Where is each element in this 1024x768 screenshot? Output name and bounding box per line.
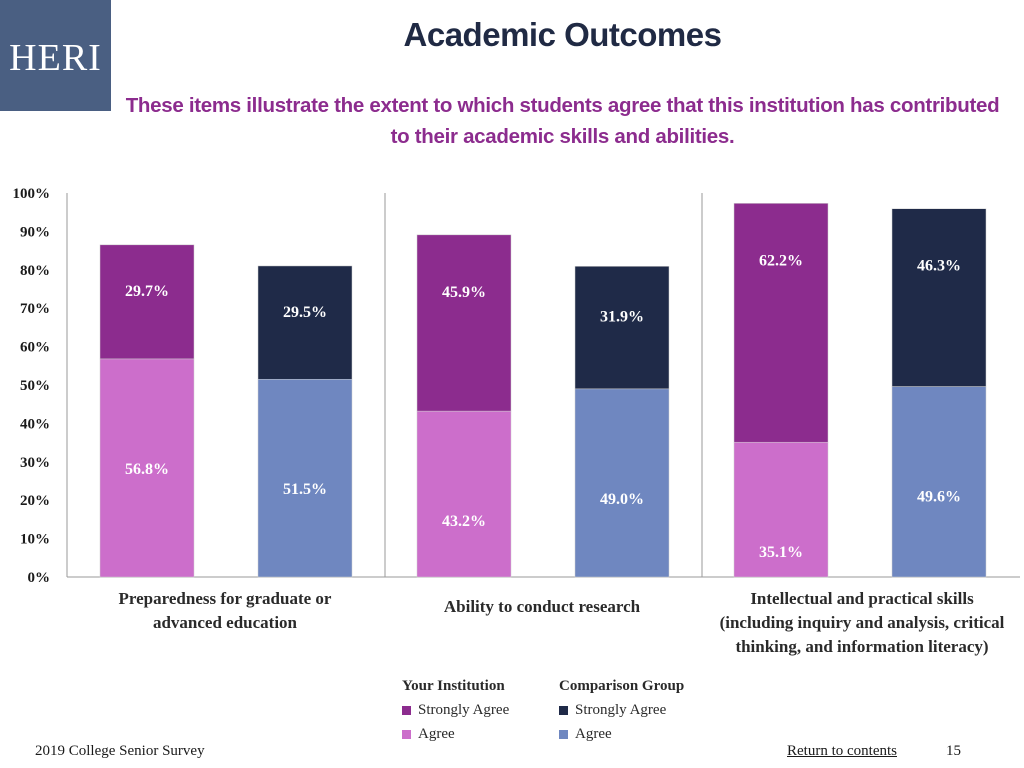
legend-swatch (559, 705, 568, 715)
bar-your-strongly-agree (733, 203, 829, 443)
data-label-comparison-agree: 51.5% (283, 481, 327, 498)
bar-your-agree (416, 410, 512, 578)
legend-swatch (402, 705, 411, 715)
data-label-your-strongly-agree: 45.9% (442, 284, 486, 301)
bar-comparison-agree (891, 386, 987, 578)
data-label-comparison-strongly-agree: 29.5% (283, 304, 327, 321)
data-label-your-agree: 35.1% (759, 544, 803, 561)
y-tick-label: 20% (20, 493, 50, 509)
page-title: Academic Outcomes (403, 16, 722, 53)
data-label-your-strongly-agree: 29.7% (125, 283, 169, 300)
y-tick-label: 60% (20, 340, 50, 356)
y-tick-label: 0% (28, 570, 51, 586)
heri-logo: HERI (0, 0, 111, 111)
data-label-comparison-strongly-agree: 31.9% (600, 308, 644, 325)
legend-label: Strongly Agree (418, 702, 510, 718)
legend-your-institution: Your Institution Strongly Agree Agree (402, 674, 509, 746)
y-tick-label: 40% (20, 416, 50, 432)
stacked-bar-chart: 0% 10% 20% 30% 40% 50% 60% 70% 80% 90% 100% 56.8% 29… (13, 186, 1020, 586)
bar-comparison-strongly-agree (891, 208, 987, 387)
bar-your-strongly-agree (99, 244, 195, 360)
bar-your-agree (99, 358, 195, 578)
legend-comparison-group: Comparison Group Strongly Agree Agree (559, 674, 684, 746)
bar-comparison-agree (257, 378, 353, 578)
legend-item-your-strongly-agree: Strongly Agree (402, 698, 509, 722)
page-number: 15 (946, 743, 961, 759)
data-label-comparison-strongly-agree: 46.3% (917, 258, 961, 275)
y-tick-label: 70% (20, 301, 50, 317)
y-tick-label: 80% (20, 263, 50, 279)
legend-title-your-institution: Your Institution (402, 678, 505, 694)
legend-title-comparison-group: Comparison Group (559, 678, 685, 694)
legend-swatch (402, 729, 411, 739)
bar-comparison-agree (574, 388, 670, 578)
legend-label: Strongly Agree (575, 702, 667, 718)
y-tick-label: 100% (13, 186, 51, 202)
bar-your-strongly-agree (416, 234, 512, 412)
page-subtitle: These items illustrate the extent to whi… (125, 94, 1000, 148)
bar-comparison-strongly-agree (574, 266, 670, 390)
category-label-preparedness: Preparedness for graduate or advanced ed… (118, 589, 332, 632)
legend-item-comp-strongly-agree: Strongly Agree (559, 698, 684, 722)
data-label-your-strongly-agree: 62.2% (759, 252, 803, 269)
logo-text: HERI (9, 36, 102, 79)
category-label-intellectual-skills: Intellectual and practical skills (inclu… (719, 589, 1005, 656)
legend-swatch (559, 729, 568, 739)
bar-your-agree (733, 441, 829, 578)
bar-comparison-strongly-agree (257, 265, 353, 380)
legend-item-comp-agree: Agree (559, 722, 684, 746)
data-label-your-agree: 43.2% (442, 513, 486, 530)
data-label-comparison-agree: 49.0% (600, 491, 644, 508)
data-label-your-agree: 56.8% (125, 461, 169, 478)
return-to-contents-link[interactable]: Return to contents (787, 743, 897, 759)
legend-label: Agree (575, 726, 612, 742)
category-label-research: Ability to conduct research (443, 597, 641, 616)
data-label-comparison-agree: 49.6% (917, 489, 961, 506)
y-tick-label: 50% (20, 378, 50, 394)
legend-item-your-agree: Agree (402, 722, 509, 746)
footer-survey-name: 2019 College Senior Survey (35, 743, 205, 759)
legend-label: Agree (418, 726, 455, 742)
y-tick-label: 30% (20, 455, 50, 471)
y-tick-label: 90% (20, 224, 50, 240)
y-tick-label: 10% (20, 532, 50, 548)
